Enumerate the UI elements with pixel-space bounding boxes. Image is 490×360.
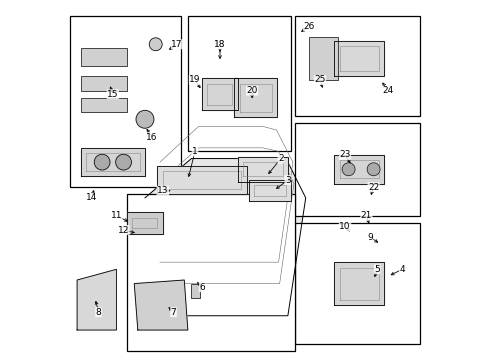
- Bar: [295, 123, 420, 216]
- Polygon shape: [77, 269, 117, 330]
- Text: 20: 20: [246, 86, 258, 95]
- Polygon shape: [127, 212, 163, 234]
- Text: 14: 14: [86, 193, 97, 202]
- Bar: [70, 16, 181, 187]
- Text: 22: 22: [368, 183, 379, 192]
- Polygon shape: [157, 166, 247, 194]
- Polygon shape: [334, 41, 384, 76]
- Polygon shape: [202, 78, 238, 111]
- Polygon shape: [334, 155, 384, 184]
- Text: 11: 11: [111, 211, 122, 220]
- Circle shape: [342, 163, 355, 176]
- Circle shape: [116, 154, 131, 170]
- Circle shape: [149, 38, 162, 51]
- Text: 17: 17: [172, 40, 183, 49]
- Text: 9: 9: [367, 233, 373, 242]
- Text: 16: 16: [147, 132, 158, 141]
- Polygon shape: [234, 78, 277, 117]
- Polygon shape: [334, 262, 384, 305]
- Polygon shape: [134, 280, 188, 330]
- Text: 4: 4: [399, 265, 405, 274]
- Text: 21: 21: [361, 211, 372, 220]
- Text: 7: 7: [171, 308, 176, 317]
- Polygon shape: [145, 158, 306, 316]
- Bar: [81, 76, 127, 91]
- Text: 6: 6: [199, 283, 205, 292]
- Text: 23: 23: [340, 150, 351, 159]
- Text: 5: 5: [374, 265, 380, 274]
- Bar: [127, 194, 295, 351]
- Text: 1: 1: [192, 147, 198, 156]
- Text: 19: 19: [189, 76, 201, 85]
- Bar: [192, 284, 200, 298]
- Text: 10: 10: [339, 222, 351, 231]
- Text: 24: 24: [382, 86, 393, 95]
- Text: 15: 15: [107, 90, 119, 99]
- Polygon shape: [81, 148, 145, 176]
- Bar: [81, 48, 127, 66]
- Text: 26: 26: [304, 22, 315, 31]
- Text: 18: 18: [214, 40, 226, 49]
- Bar: [81, 98, 127, 112]
- Polygon shape: [238, 157, 288, 182]
- Polygon shape: [248, 180, 292, 202]
- Circle shape: [136, 111, 154, 128]
- Bar: [295, 223, 420, 344]
- Text: 13: 13: [157, 186, 169, 195]
- Circle shape: [94, 154, 110, 170]
- Circle shape: [367, 163, 380, 176]
- Text: 12: 12: [118, 225, 129, 234]
- Bar: [188, 16, 292, 152]
- Bar: [295, 16, 420, 116]
- Text: 8: 8: [96, 308, 101, 317]
- Bar: [309, 37, 338, 80]
- Text: 25: 25: [314, 76, 326, 85]
- Text: 18: 18: [214, 40, 226, 49]
- Text: 3: 3: [285, 176, 291, 185]
- Text: 2: 2: [278, 154, 284, 163]
